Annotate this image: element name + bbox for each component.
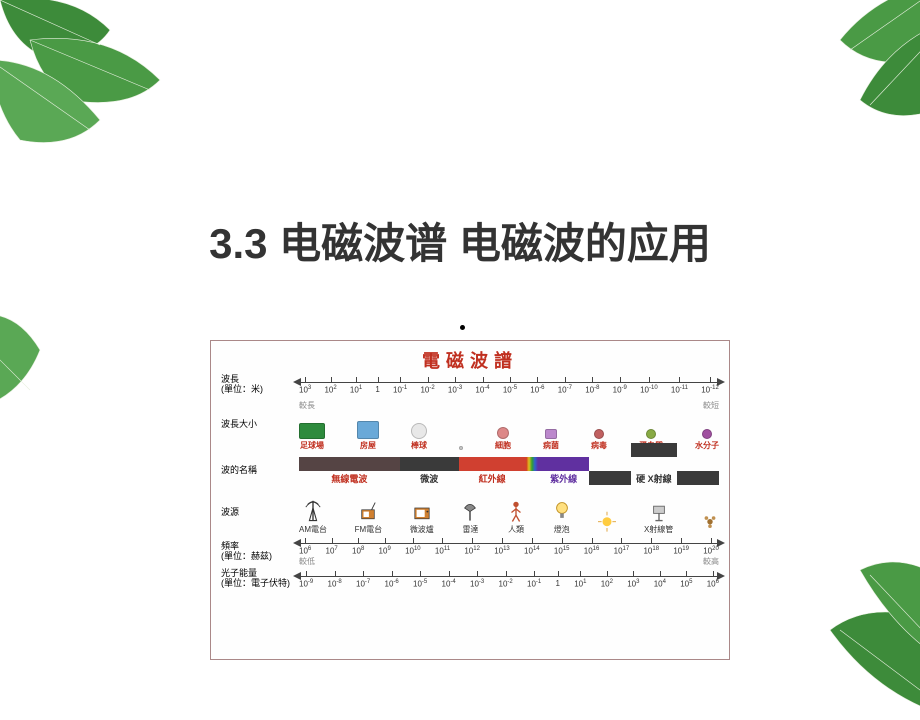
leaf-decoration-top-left xyxy=(0,0,210,170)
names-bar xyxy=(299,457,719,471)
row-wavelength: 波長 (單位：米) 103102101110-110-210-310-410-5… xyxy=(221,375,719,395)
energy-label: 光子能量 (單位：電子伏特) xyxy=(221,569,299,589)
sources-icons: AM電台FM電台微波爐雷達人類燈泡X射線管 xyxy=(299,491,719,535)
wavelength-axis xyxy=(299,382,719,383)
names-labels: 無線電波微波紅外線紫外線軟 X射線硬 X射線伽瑪射線 xyxy=(299,472,719,485)
size-left-end: 較長 xyxy=(299,400,315,411)
row-energy: 光子能量 (單位：電子伏特) 10-910-810-710-610-510-41… xyxy=(221,569,719,589)
energy-axis xyxy=(299,576,719,577)
frequency-ticks: 1061071081091010101110121013101410151016… xyxy=(299,546,719,556)
frequency-label: 頻率 (單位：赫兹) xyxy=(221,542,299,562)
frequency-axis xyxy=(299,543,719,544)
leaf-decoration-top-right xyxy=(770,0,920,140)
diagram-title: 電磁波譜 xyxy=(221,347,719,373)
em-spectrum-diagram: 電磁波譜 波長 (單位：米) 103102101110-110-210-310-… xyxy=(210,340,730,660)
wavelength-ticks: 103102101110-110-210-310-410-510-610-710… xyxy=(299,385,719,395)
bullet-dot xyxy=(460,325,465,330)
leaf-decoration-mid-left xyxy=(0,300,60,440)
wavelength-label: 波長 (單位：米) xyxy=(221,375,299,395)
names-label: 波的名稱 xyxy=(221,466,299,476)
leaf-decoration-bottom-right xyxy=(760,520,920,720)
row-frequency: 頻率 (單位：赫兹) 10610710810910101011101210131… xyxy=(221,537,719,568)
size-right-end: 較短 xyxy=(703,400,719,411)
slide-title: 3.3 电磁波谱 电磁波的应用 xyxy=(0,210,920,271)
row-sources: 波源 AM電台FM電台微波爐雷達人類燈泡X射線管 xyxy=(221,491,719,535)
energy-ticks: 10-910-810-710-610-510-410-310-210-11101… xyxy=(299,579,719,589)
freq-right-end: 較高 xyxy=(703,556,719,567)
row-names: 波的名稱 無線電波微波紅外線紫外線軟 X射線硬 X射線伽瑪射線 xyxy=(221,457,719,485)
size-label: 波長大小 xyxy=(221,420,299,430)
sources-label: 波源 xyxy=(221,508,299,518)
freq-left-end: 較低 xyxy=(299,556,315,567)
